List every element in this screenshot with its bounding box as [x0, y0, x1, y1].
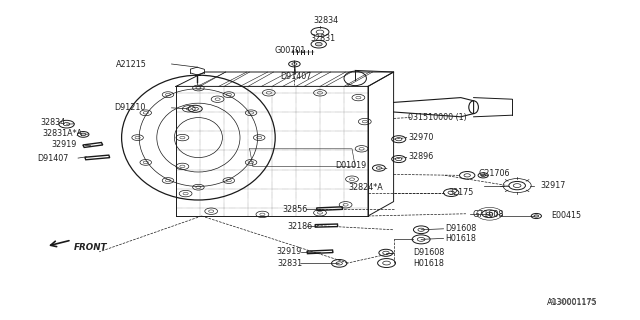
Circle shape: [316, 43, 322, 46]
Text: FRONT: FRONT: [74, 243, 108, 252]
Text: 32834: 32834: [314, 16, 339, 25]
Text: 32919: 32919: [276, 247, 302, 256]
Text: 031510000 (1): 031510000 (1): [408, 113, 467, 122]
Circle shape: [534, 215, 539, 217]
Text: 32831: 32831: [277, 259, 302, 268]
Text: 32831: 32831: [310, 34, 336, 43]
Text: 32970: 32970: [408, 133, 434, 142]
Circle shape: [81, 133, 86, 136]
Text: G00701: G00701: [274, 46, 306, 55]
Text: G21706: G21706: [479, 169, 510, 178]
Text: D91407: D91407: [36, 154, 68, 163]
Text: A130001175: A130001175: [549, 300, 596, 305]
Text: 32834: 32834: [40, 118, 66, 127]
Text: 32175: 32175: [448, 188, 474, 197]
Text: D01019: D01019: [335, 161, 366, 170]
Text: D91608: D91608: [413, 248, 445, 257]
Text: A130001175: A130001175: [547, 298, 598, 307]
Text: D91608: D91608: [445, 224, 476, 233]
Text: 32919: 32919: [51, 140, 77, 149]
Text: 32186: 32186: [287, 222, 312, 231]
Text: G71608: G71608: [472, 210, 504, 219]
Text: A21215: A21215: [116, 60, 147, 68]
Text: 32824*A: 32824*A: [348, 183, 383, 192]
Text: D91407: D91407: [280, 72, 312, 81]
Text: D91210: D91210: [115, 103, 146, 112]
Text: 32896: 32896: [408, 152, 433, 161]
Text: 32917: 32917: [541, 181, 566, 190]
Text: H01618: H01618: [413, 259, 444, 268]
Text: 32831A*A: 32831A*A: [43, 129, 83, 138]
Text: 32856: 32856: [282, 205, 307, 214]
Text: H01618: H01618: [445, 234, 476, 243]
Text: E00415: E00415: [552, 212, 582, 220]
Circle shape: [481, 174, 486, 177]
